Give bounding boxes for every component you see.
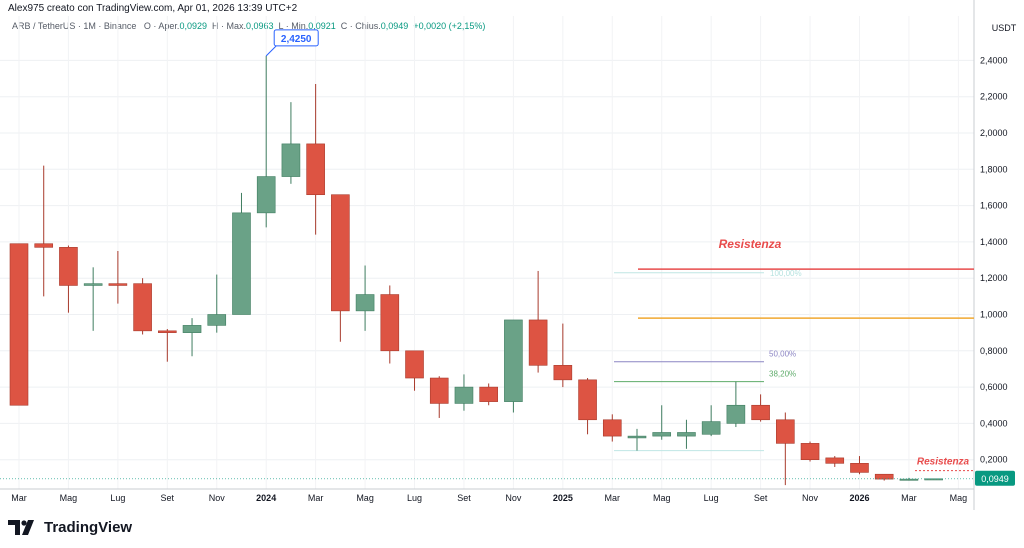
x-tick-label: Mar xyxy=(605,493,621,503)
high-callout-box xyxy=(273,29,319,47)
tradingview-brand[interactable]: TradingView xyxy=(8,518,132,536)
brand-name: TradingView xyxy=(44,518,133,536)
change-value: +0,0020 (+2,15%) xyxy=(413,21,486,31)
fib-382-label: 38,20% xyxy=(769,370,796,379)
y-tick-label: 2,0000 xyxy=(980,128,1008,138)
candle-body xyxy=(331,194,350,312)
candle-body xyxy=(578,379,597,421)
last-price-tag xyxy=(975,470,1015,486)
x-tick-label: Lug xyxy=(407,493,422,503)
candle-body xyxy=(825,457,845,464)
candle-body xyxy=(899,478,919,481)
candle-body xyxy=(553,365,573,381)
y-tick-label: 1,2000 xyxy=(980,273,1008,283)
candle-body xyxy=(207,314,227,326)
candle-body xyxy=(256,176,276,214)
candle-body xyxy=(232,212,251,315)
x-tick-label: Mar xyxy=(11,493,27,503)
x-tick-label: Mar xyxy=(901,493,917,503)
y-tick-label: 1,0000 xyxy=(980,310,1008,320)
candle-body xyxy=(405,350,424,379)
candle-body xyxy=(776,419,795,444)
candle-body xyxy=(850,463,869,473)
high-callout-pointer xyxy=(265,45,277,57)
candle-body xyxy=(281,143,301,177)
resistance-label-top: Resistenza xyxy=(719,237,782,251)
candle-body xyxy=(528,319,548,366)
y-tick-label: 1,6000 xyxy=(980,201,1008,211)
candle-body xyxy=(800,443,820,460)
high-label: H · Max. xyxy=(211,21,246,31)
candle-body xyxy=(108,283,128,286)
x-tick-label: Mag xyxy=(653,493,671,503)
candle-body xyxy=(133,283,152,332)
last-price-label: 0,0949 xyxy=(981,474,1009,484)
open-value: 0,0929 xyxy=(179,21,207,31)
open-label: O · Aper. xyxy=(143,21,180,31)
low-label: L · Min. xyxy=(278,21,309,31)
candle-body xyxy=(677,432,696,437)
candle-body xyxy=(306,143,325,196)
candle-body xyxy=(701,421,721,435)
x-tick-label: Nov xyxy=(505,493,522,503)
x-tick-label: Set xyxy=(161,493,175,503)
y-tick-label: 1,4000 xyxy=(980,237,1008,247)
resistance-label-bottom: Resistenza xyxy=(917,457,970,468)
close-value: 0,0949 xyxy=(380,21,409,31)
low-value: 0,0921 xyxy=(308,21,336,31)
x-tick-label: Nov xyxy=(209,493,226,503)
fib-100-label: 100,00% xyxy=(770,269,802,278)
y-tick-label: 2,4000 xyxy=(980,55,1008,65)
candle-body xyxy=(158,330,177,333)
fib-50-label: 50,00% xyxy=(769,350,796,359)
candle-body xyxy=(9,243,29,406)
symbol-label: ARB / TetherUS · 1M · Binance xyxy=(12,21,137,31)
x-tick-label: Set xyxy=(457,493,471,503)
x-tick-label: Lug xyxy=(704,493,719,503)
attribution-text: Alex975 creato con TradingView.com, Apr … xyxy=(8,3,298,14)
ohlc-legend: ARB / TetherUS · 1M · Binance O · Aper.0… xyxy=(12,21,485,31)
candle-body xyxy=(602,419,622,437)
y-tick-label: 0,6000 xyxy=(980,382,1008,392)
candle-body xyxy=(34,243,54,248)
x-tick-label: Mag xyxy=(356,493,374,503)
y-tick-label: 0,8000 xyxy=(980,346,1008,356)
x-tick-label: Set xyxy=(754,493,768,503)
candle-body xyxy=(479,386,498,402)
y-axis-unit: USDT xyxy=(992,23,1017,33)
close-label: C · Chius. xyxy=(340,21,381,31)
high-value: 0,0963 xyxy=(246,21,274,31)
candle-body xyxy=(83,283,103,286)
y-tick-label: 2,2000 xyxy=(980,92,1008,102)
candle-body xyxy=(627,435,647,439)
candle-body xyxy=(380,294,400,352)
candle-body xyxy=(751,404,770,421)
x-tick-label: 2024 xyxy=(256,493,276,503)
candle-body xyxy=(355,294,375,312)
candle-body xyxy=(182,325,202,333)
x-tick-label: 2026 xyxy=(849,493,869,503)
high-callout-label: 2,4250 xyxy=(281,34,312,45)
y-tick-label: 1,8000 xyxy=(980,164,1008,174)
x-tick-label: Mag xyxy=(950,493,968,503)
candle-body xyxy=(726,404,746,424)
x-tick-label: Mag xyxy=(60,493,78,503)
tradingview-logo-icon xyxy=(8,520,34,535)
y-tick-label: 0,2000 xyxy=(980,455,1008,465)
candle-body xyxy=(652,432,672,437)
candle-body xyxy=(429,377,449,404)
candle-body xyxy=(59,247,78,286)
y-tick-label: 0,4000 xyxy=(980,418,1008,428)
x-tick-label: 2025 xyxy=(553,493,573,503)
x-tick-label: Mar xyxy=(308,493,324,503)
candle-body xyxy=(874,473,894,480)
candle-body xyxy=(504,319,523,402)
x-tick-label: Nov xyxy=(802,493,819,503)
x-tick-label: Lug xyxy=(110,493,125,503)
candle-body xyxy=(454,386,474,404)
